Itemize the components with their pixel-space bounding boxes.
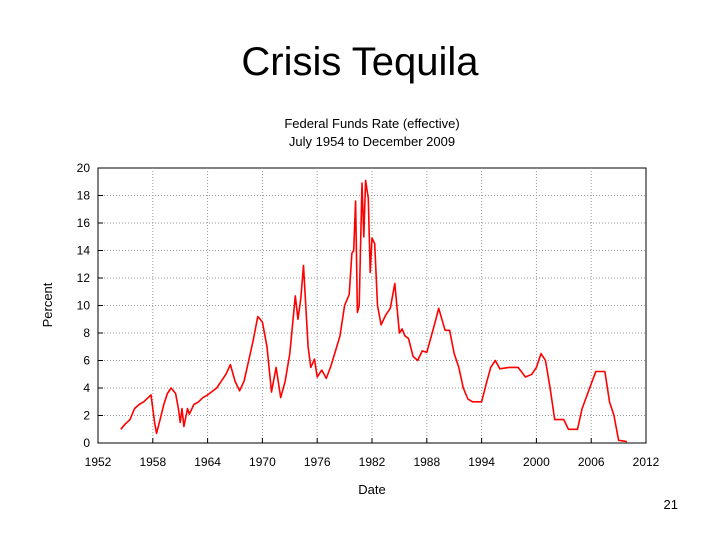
slide-title: Crisis Tequila [241,40,479,84]
y-axis-label: Percent [40,282,55,327]
grid [98,168,646,443]
y-tick-label: 2 [83,409,90,423]
y-tick-label: 18 [77,189,91,203]
series-line [120,179,627,443]
x-tick-label: 1994 [468,455,495,469]
x-tick-label: 1976 [304,455,331,469]
y-tick-label: 0 [83,436,90,450]
y-tick-label: 10 [77,299,91,313]
chart-title: Federal Funds Rate (effective) [284,116,460,131]
y-tick-label: 4 [83,381,90,395]
x-tick-label: 1970 [249,455,276,469]
y-tick-label: 8 [83,326,90,340]
x-tick-label: 2012 [633,455,660,469]
series-layer [120,179,627,443]
y-tick-label: 14 [77,244,91,258]
x-tick-label: 1958 [139,455,166,469]
y-tick-label: 20 [77,161,91,175]
x-tick-label: 2006 [578,455,605,469]
x-tick-label: 2000 [523,455,550,469]
y-tick-label: 6 [83,354,90,368]
x-tick-label: 1952 [85,455,112,469]
axis-ticks: 1952 1958 1964 1970 1976 1982 1988 1994 2000 2006… [77,161,660,469]
y-tick-label: 12 [77,271,91,285]
x-tick-label: 1964 [194,455,221,469]
chart-subtitle: July 1954 to December 2009 [288,134,456,149]
x-axis-label: Date [358,482,385,497]
x-tick-label: 1988 [413,455,440,469]
x-tick-label: 1982 [359,455,386,469]
page-number: 21 [663,497,678,512]
chart-title-block: Federal Funds Rate (effective) July 1954… [222,115,522,151]
y-tick-label: 16 [77,216,91,230]
